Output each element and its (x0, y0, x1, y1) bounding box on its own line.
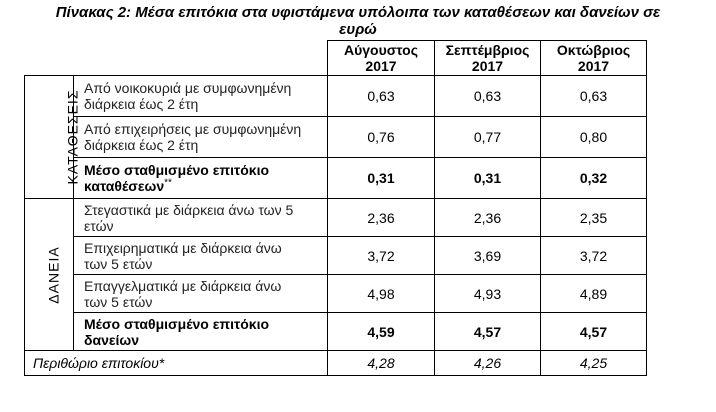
table-title-line2: ευρώ (339, 21, 377, 38)
value-cell: 0,80 (540, 116, 647, 158)
value-cell: 0,32 (540, 157, 647, 199)
value-cell: 2,36 (327, 198, 435, 237)
value-cell: 3,72 (327, 236, 435, 275)
value-cell: 0,63 (540, 75, 647, 117)
table-row-margin: Περιθώριο επιτοκίου* 4,28 4,26 4,25 (24, 350, 647, 376)
table-row-average-loans: Μέσο σταθμισμένο επιτόκιο δανείων 4,59 4… (25, 312, 647, 351)
value-cell: 4,89 (540, 274, 647, 313)
table-row: Επαγγελματικά με διάρκεια άνω των 5 ετών… (25, 274, 647, 313)
table-row: Από επιχειρήσεις με συμφωνημένη διάρκεια… (25, 116, 647, 158)
column-header-october: Οκτώβριος 2017 (540, 40, 647, 76)
row-label-line: των 5 ετών (84, 293, 153, 310)
interest-rates-table: Αύγουστος 2017 Σεπτέμβριος 2017 Οκτώβριο… (24, 40, 647, 376)
table-row-average-deposits: Μέσο σταθμισμένο επιτόκιο καταθέσεων** 0… (25, 157, 647, 199)
value-cell: 0,31 (434, 157, 541, 199)
deposits-group-text: ΚΑΤΑΘΕΣΕΙΣ (64, 89, 81, 185)
value-cell: 3,72 (540, 236, 647, 275)
row-label-line: Επαγγελματικά με διάρκεια άνω (84, 277, 282, 294)
value-cell: 0,31 (327, 157, 435, 199)
value-cell: 4,57 (540, 312, 647, 351)
row-label-line: των 5 ετών (84, 255, 153, 272)
column-month: Σεπτέμβριος (445, 42, 530, 58)
loans-group-text: ΔΑΝΕΙΑ (45, 245, 62, 304)
row-label-line: Μέσο σταθμισμένο επιτόκιο (84, 315, 270, 332)
value-cell: 0,77 (434, 116, 541, 158)
row-label-line: διάρκεια έως 2 έτη (84, 96, 199, 112)
row-label: Μέσο σταθμισμένο επιτόκιο καταθέσεων** (73, 157, 328, 199)
table-title: Πίνακας 2: Μέσα επιτόκια στα υφιστάμενα … (0, 4, 716, 38)
column-header-august: Αύγουστος 2017 (327, 40, 435, 76)
value-cell: 0,76 (327, 116, 435, 158)
row-label-line: Από νοικοκυριά με συμφωνημένη (84, 80, 292, 96)
footnote-marker: ** (164, 177, 172, 189)
row-label-line: καταθέσεων** (84, 178, 327, 194)
row-label-line: διάρκεια έως 2 έτη (84, 137, 199, 153)
row-label: Επαγγελματικά με διάρκεια άνω των 5 ετών (73, 274, 328, 313)
column-year: 2017 (471, 58, 504, 74)
value-cell: 4,26 (434, 350, 541, 376)
value-cell: 0,63 (434, 75, 541, 117)
table-title-line1: Πίνακας 2: Μέσα επιτόκια στα υφιστάμενα … (55, 4, 661, 21)
value-cell: 3,69 (434, 236, 541, 275)
value-cell: 4,28 (327, 350, 435, 376)
deposits-group-label: ΚΑΤΑΘΕΣΕΙΣ (24, 75, 80, 199)
row-label-line: Από επιχειρήσεις με συμφωνημένη (84, 121, 302, 137)
row-label-line: Μέσο σταθμισμένο επιτόκιο (84, 162, 270, 178)
row-label-line: Στεγαστικά με διάρκεια άνω των 5 (84, 201, 294, 218)
table-row: ΔΑΝΕΙΑ Στεγαστικά με διάρκεια άνω των 5 … (24, 198, 647, 351)
row-label: Από επιχειρήσεις με συμφωνημένη διάρκεια… (73, 116, 328, 158)
row-label-line: δανείων (84, 331, 140, 348)
value-cell: 4,59 (327, 312, 435, 351)
table-row: Επιχειρηματικά με διάρκεια άνω των 5 ετώ… (25, 236, 647, 275)
value-cell: 4,93 (434, 274, 541, 313)
column-year: 2017 (365, 58, 397, 74)
margin-label: Περιθώριο επιτοκίου* (24, 350, 328, 376)
value-cell: 2,35 (540, 198, 647, 237)
value-cell: 4,98 (327, 274, 435, 313)
row-label: Επιχειρηματικά με διάρκεια άνω των 5 ετώ… (73, 236, 328, 275)
table-row: ΚΑΤΑΘΕΣΕΙΣ Από νοικοκυριά με συμφωνημένη… (24, 75, 647, 199)
row-label-line: Επιχειρηματικά με διάρκεια άνω (84, 239, 282, 256)
row-label: Στεγαστικά με διάρκεια άνω των 5 ετών (73, 198, 328, 237)
column-month: Οκτώβριος (556, 42, 631, 58)
column-header-september: Σεπτέμβριος 2017 (434, 40, 541, 76)
row-label-text: καταθέσεων (84, 178, 165, 194)
header-blank-cell (24, 40, 328, 76)
row-label-line: ετών (84, 217, 114, 234)
column-month: Αύγουστος (343, 42, 418, 58)
header-row: Αύγουστος 2017 Σεπτέμβριος 2017 Οκτώβριο… (24, 40, 647, 76)
loans-group-label: ΔΑΝΕΙΑ (24, 198, 74, 351)
value-cell: 4,25 (540, 350, 647, 376)
row-label: Από νοικοκυριά με συμφωνημένη διάρκεια έ… (73, 75, 328, 117)
value-cell: 4,57 (434, 312, 541, 351)
row-label: Μέσο σταθμισμένο επιτόκιο δανείων (73, 312, 328, 351)
column-year: 2017 (577, 58, 610, 74)
value-cell: 0,63 (327, 75, 435, 117)
value-cell: 2,36 (434, 198, 541, 237)
